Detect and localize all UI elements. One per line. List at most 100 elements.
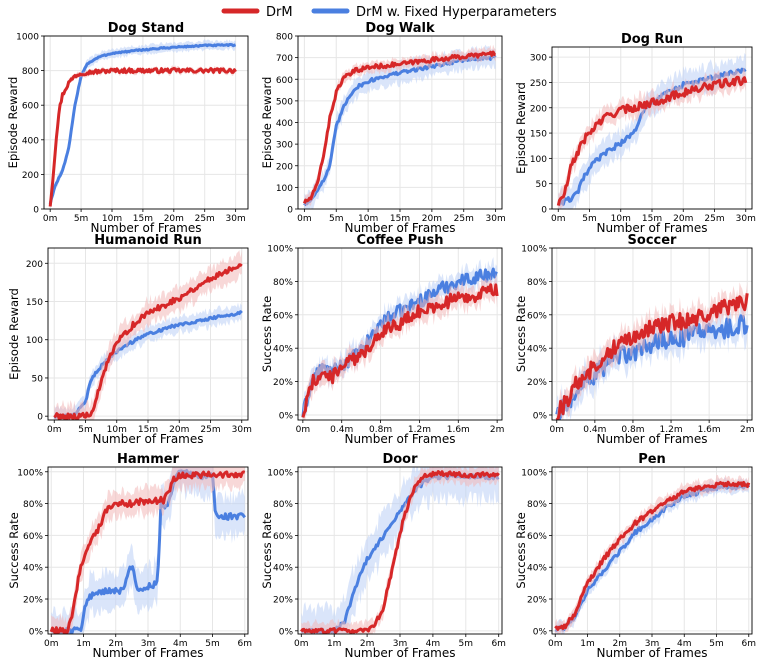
x-tick-label: 4m (677, 639, 692, 649)
x-tick-label: 15m (390, 214, 410, 224)
y-tick-label: 20% (23, 596, 43, 606)
line-drm (555, 293, 749, 420)
y-tick-label: 50 (32, 374, 44, 384)
subplot-title: Dog Run (621, 32, 683, 47)
y-tick-label: 0% (279, 411, 294, 421)
y-axis-label: Success Rate (260, 296, 274, 372)
x-tick-label: 0m (551, 214, 566, 224)
y-tick-label: 60% (527, 311, 547, 321)
x-tick-label: 10m (611, 214, 631, 224)
x-tick-label: 0m (548, 639, 563, 649)
x-tick-label: 20m (169, 425, 189, 435)
x-tick-label: 0m (297, 214, 312, 224)
x-tick-label: 1.6m (698, 425, 721, 435)
x-tick-label: 10m (102, 214, 122, 224)
y-axis-label: Episode Reward (260, 77, 274, 169)
x-tick-label: 5m (205, 639, 220, 649)
subplot-humanoid-run: 0m 5m 10m 15m 20m 25m 30m 0 50 100 150 200 Humanoid … (7, 233, 252, 446)
x-tick-label: 30m (486, 214, 506, 224)
band-fixed (301, 467, 499, 634)
x-tick-label: 4m (173, 639, 188, 649)
y-axis-label: Episode Reward (514, 82, 528, 174)
y-tick-label: 500 (276, 97, 293, 107)
x-tick-label: 25m (704, 214, 724, 224)
y-tick-label: 80% (23, 500, 43, 510)
x-tick-label: 1.6m (447, 425, 470, 435)
x-tick-label: 5m (74, 214, 89, 224)
x-axis-label: Number of Frames (596, 646, 707, 660)
x-tick-label: 0m (43, 214, 58, 224)
subplot-title: Hammer (117, 452, 180, 467)
x-tick-label: 15m (138, 425, 158, 435)
x-axis-label: Number of Frames (344, 432, 455, 446)
subplot-soccer: 0m 0.4m 0.8m 1.2m 1.6m 2m 0% 20% 40% 60% 80% 100% So… (514, 233, 754, 446)
x-tick-label: 6m (238, 639, 253, 649)
y-tick-label: 100% (521, 245, 547, 255)
x-tick-label: 1.2m (408, 425, 431, 435)
y-tick-label: 0 (37, 413, 43, 423)
y-tick-label: 80% (527, 500, 547, 510)
y-axis-label: Success Rate (7, 512, 21, 588)
line-drm (49, 470, 246, 634)
y-tick-label: 150 (26, 298, 43, 308)
x-tick-label: 2m (360, 639, 375, 649)
y-tick-label: 100% (521, 468, 547, 478)
y-tick-label: 60% (273, 311, 293, 321)
x-tick-label: 5m (459, 639, 474, 649)
y-tick-label: 20% (527, 596, 547, 606)
line-fixed (53, 310, 243, 419)
y-tick-label: 40% (23, 564, 43, 574)
y-tick-label: 200 (26, 260, 43, 270)
x-tick-label: 30m (232, 425, 252, 435)
x-axis-label: Number of Frames (92, 646, 203, 660)
subplot-dog-walk: 0m 5m 10m 15m 20m 25m 30m 0 100 200 300 400 500 600 70… (260, 21, 506, 235)
y-tick-label: 150 (530, 130, 547, 140)
x-tick-label: 10m (358, 214, 378, 224)
line-drm (53, 263, 243, 420)
x-tick-label: 6m (491, 639, 506, 649)
y-tick-label: 700 (276, 54, 293, 64)
y-axis-label: Episode Reward (6, 77, 20, 169)
subplot-door: 0m 1m 2m 3m 4m 5m 6m 0% 20% 40% 60% 80% 100% Door Numb… (260, 452, 506, 660)
x-tick-label: 10m (107, 425, 127, 435)
y-tick-label: 50 (536, 180, 548, 190)
y-tick-label: 80% (527, 278, 547, 288)
x-tick-label: 6m (742, 639, 757, 649)
line-drm (302, 50, 496, 204)
x-axis-label: Number of Frames (596, 221, 707, 235)
legend-label-drm: DrM (266, 5, 293, 20)
y-axis-label: Success Rate (260, 512, 274, 588)
x-tick-label: 2m (740, 425, 755, 435)
subplot-title: Soccer (628, 233, 678, 248)
y-tick-label: 80% (273, 500, 293, 510)
x-tick-label: 0m (294, 639, 309, 649)
band-drm (556, 282, 748, 420)
x-tick-label: 5m (709, 639, 724, 649)
y-tick-label: 20% (527, 378, 547, 388)
y-tick-label: 40% (527, 564, 547, 574)
y-tick-label: 0% (533, 627, 548, 637)
subplot-dog-stand: 0m 5m 10m 15m 20m 25m 30m 0 200 400 600 800 1000 Dog … (6, 21, 249, 235)
y-tick-label: 250 (530, 79, 547, 89)
y-tick-label: 300 (530, 54, 547, 64)
band-fixed (304, 44, 496, 209)
x-tick-label: 15m (133, 214, 153, 224)
subplot-title: Pen (638, 452, 666, 467)
x-tick-label: 1m (327, 639, 342, 649)
y-tick-label: 0% (29, 627, 44, 637)
y-tick-label: 400 (276, 119, 293, 129)
x-tick-label: 0.4m (583, 425, 606, 435)
y-tick-label: 0% (533, 411, 548, 421)
band-drm (555, 474, 749, 634)
x-tick-label: 25m (195, 214, 215, 224)
subplot-title: Door (382, 452, 418, 467)
plot-frame (297, 247, 503, 421)
x-axis-label: Number of Frames (596, 432, 707, 446)
y-tick-label: 20% (273, 378, 293, 388)
x-tick-label: 30m (736, 214, 756, 224)
legend-label-fixed: DrM w. Fixed Hyperparameters (356, 5, 557, 20)
x-tick-label: 2m (612, 639, 627, 649)
y-tick-label: 200 (22, 171, 39, 181)
